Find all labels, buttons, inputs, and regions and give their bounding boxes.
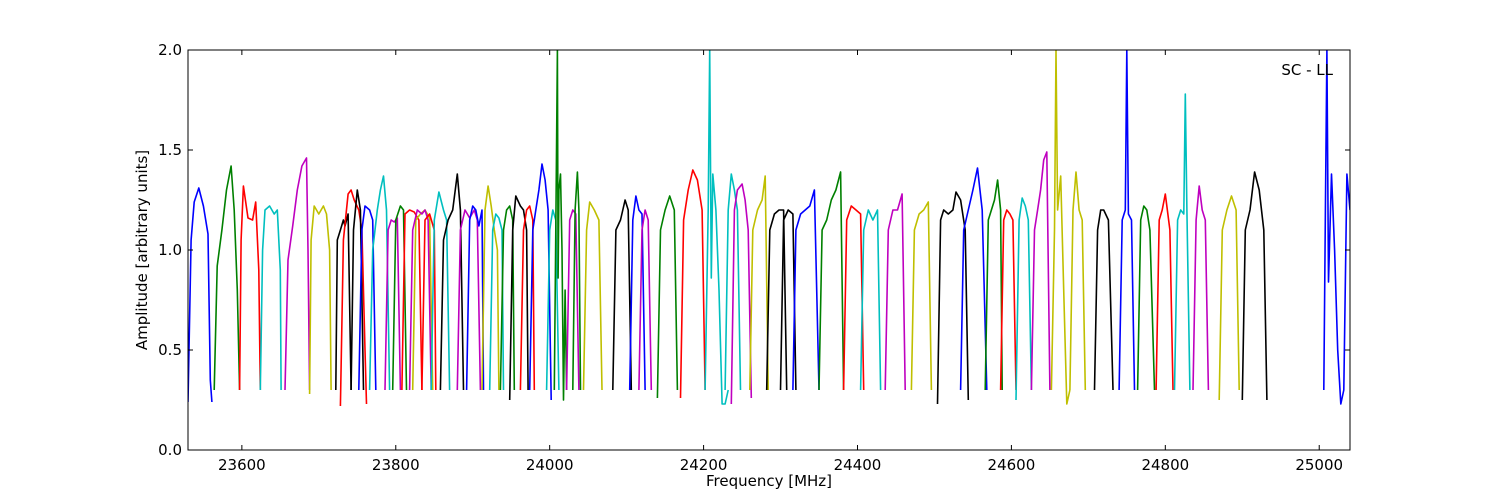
series-line-64 (1241, 171, 1268, 401)
series-line-53 (1015, 197, 1033, 401)
series-line-30 (572, 171, 582, 391)
series-line-1 (213, 165, 241, 391)
series-line-43 (792, 189, 820, 391)
series-line-62 (1192, 185, 1210, 391)
series-line-42 (779, 209, 797, 391)
series-line-31 (582, 201, 603, 391)
series-line-47 (884, 193, 906, 391)
series-line-36 (679, 169, 706, 399)
series-line-48 (910, 201, 933, 391)
series-line-18 (439, 173, 465, 391)
series-line-54 (1030, 151, 1051, 391)
series-line-38 (724, 173, 742, 391)
series-line-39 (730, 183, 753, 405)
series-line-2 (238, 185, 262, 391)
x-tick-label-0: 23600 (218, 456, 266, 474)
series-line-37 (704, 50, 729, 405)
series-line-60 (1155, 193, 1174, 391)
x-tick-label-4: 24400 (834, 456, 882, 474)
series-line-7 (339, 189, 368, 407)
x-tick-label-7: 25000 (1295, 456, 1343, 474)
x-axis-ticks: 23600 23800 24000 24200 24400 24600 24800 25000 (218, 50, 1343, 474)
series-line-52 (999, 209, 1017, 391)
series-line-4 (284, 157, 311, 391)
y-axis-label: Amplitude [arbitrary units] (133, 150, 151, 350)
series-line-27 (545, 209, 560, 391)
series-line-56 (1069, 171, 1087, 391)
series-line-55 (1050, 50, 1071, 405)
series-line-13 (401, 209, 423, 391)
series-line-58 (1118, 50, 1136, 391)
series-line-26 (528, 163, 552, 401)
x-tick-label-5: 24600 (988, 456, 1036, 474)
series-line-20 (465, 205, 485, 391)
series-line-6 (335, 213, 352, 391)
series-line-10 (368, 175, 391, 391)
y-tick-label-3: 1.5 (158, 141, 182, 159)
x-axis-label: Frequency [MHz] (706, 472, 832, 490)
series-line-40 (749, 175, 769, 391)
series-line-32 (612, 199, 633, 391)
series-line-3 (259, 205, 282, 391)
series-line-49 (936, 191, 970, 405)
series-line-5 (308, 205, 332, 395)
series-line-15 (408, 209, 432, 391)
series-line-59 (1136, 205, 1156, 391)
y-tick-label-0: 0.0 (158, 441, 182, 459)
series-line-11 (384, 217, 402, 391)
x-tick-label-2: 24000 (526, 456, 574, 474)
series-line-35 (656, 195, 679, 399)
y-axis-ticks: 0.0 0.5 1.0 1.5 2.0 (158, 41, 1350, 459)
series-line-0 (188, 187, 213, 403)
chart-annotation: SC - LL (1281, 61, 1333, 79)
series-line-28 (553, 50, 568, 401)
y-tick-label-1: 0.5 (158, 341, 182, 359)
y-tick-label-2: 1.0 (158, 241, 182, 259)
series-line-65 (1323, 50, 1350, 405)
series-line-16 (421, 213, 437, 391)
series-line-57 (1093, 209, 1114, 391)
series-line-63 (1218, 195, 1240, 401)
x-tick-label-6: 24800 (1141, 456, 1189, 474)
series-line-29 (565, 209, 580, 391)
series-line-41 (765, 209, 788, 391)
series-line-51 (984, 179, 1003, 391)
series-line-44 (818, 171, 845, 391)
series-line-34 (638, 209, 653, 391)
plot-frame (187, 49, 1351, 451)
series-line-46 (859, 209, 882, 391)
series-line-50 (959, 167, 988, 391)
y-tick-label-4: 2.0 (158, 41, 182, 59)
x-tick-label-3: 24200 (680, 456, 728, 474)
series-line-17 (430, 191, 451, 391)
series-layer (188, 50, 1350, 407)
series-line-21 (481, 185, 500, 391)
series-line-45 (842, 205, 865, 391)
series-line-61 (1173, 93, 1191, 391)
x-tick-label-1: 23800 (372, 456, 420, 474)
series-line-24 (508, 195, 529, 401)
